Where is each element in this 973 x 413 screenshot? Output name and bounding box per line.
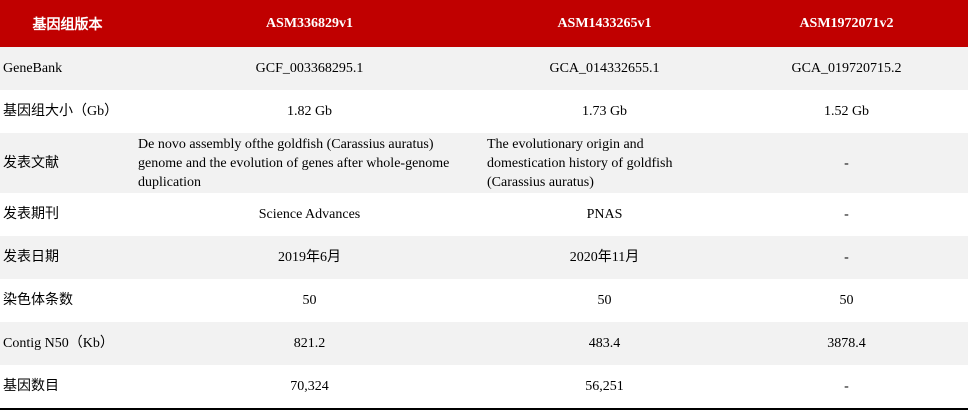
table-cell: De novo assembly ofthe goldfish (Carassi… — [135, 133, 484, 193]
table-cell: 1.73 Gb — [581, 104, 628, 119]
table-cell: 2020年11月 — [484, 236, 725, 279]
table-cell: The evolutionary origin and domesticatio… — [484, 133, 725, 193]
table-body: GeneBank GCF_003368295.1 GCA_014332655.1 GC… — [0, 47, 968, 409]
table-cell: Science Advances — [258, 207, 361, 222]
row-label: 基因组大小（Gb） — [3, 104, 119, 119]
table-row: 发表期刊 Science Advances PNAS - — [0, 193, 968, 236]
header-row: 基因组版本 ASM336829v1 ASM1433265v1 ASM1972071v2 — [0, 0, 968, 47]
table-row: 发表日期 2019年6月 2020年11月 - — [0, 236, 968, 279]
table-cell: - — [844, 207, 849, 222]
header-cell: ASM336829v1 — [135, 0, 484, 47]
table-cell: 50 — [839, 293, 854, 308]
table-cell: 50 — [597, 293, 612, 308]
header-cell: ASM1972071v2 — [725, 0, 968, 47]
table-cell: 2019年6月 — [135, 236, 484, 279]
table-cell: 821.2 — [135, 322, 484, 365]
row-label: 发表文献 — [0, 133, 135, 193]
table-row: 基因组大小（Gb） 1.82 Gb 1.73 Gb 1.52 Gb — [0, 90, 968, 133]
table-cell: 1.82 Gb — [286, 104, 333, 119]
table-cell: GCA_019720715.2 — [725, 47, 968, 90]
row-label: GeneBank — [0, 47, 135, 90]
table-cell: - — [844, 379, 849, 394]
row-label: 染色体条数 — [3, 293, 73, 308]
table-cell: 70,324 — [290, 379, 329, 394]
table-cell: PNAS — [586, 207, 623, 222]
row-label: 基因数目 — [3, 379, 59, 394]
table-cell: - — [725, 133, 968, 193]
table-cell: GCA_014332655.1 — [484, 47, 725, 90]
table-row: 发表文献 De novo assembly ofthe goldfish (Car… — [0, 133, 968, 193]
row-label: Contig N50（Kb） — [0, 322, 135, 365]
table-cell: 50 — [302, 293, 317, 308]
table-row: GeneBank GCF_003368295.1 GCA_014332655.1 GC… — [0, 47, 968, 90]
table-row: 染色体条数 50 50 50 — [0, 279, 968, 322]
table-cell: 1.52 Gb — [823, 104, 870, 119]
row-label: 发表日期 — [0, 236, 135, 279]
table-cell: 483.4 — [484, 322, 725, 365]
header-cell: ASM1433265v1 — [484, 0, 725, 47]
table-row: Contig N50（Kb） 821.2 483.4 3878.4 — [0, 322, 968, 365]
table-cell: 56,251 — [585, 379, 624, 394]
header-cell: 基因组版本 — [0, 0, 135, 47]
table-cell: GCF_003368295.1 — [135, 47, 484, 90]
row-label: 发表期刊 — [3, 207, 59, 222]
table-cell: - — [725, 236, 968, 279]
table-row: 基因数目 70,324 56,251 - — [0, 365, 968, 409]
table-cell: 3878.4 — [725, 322, 968, 365]
